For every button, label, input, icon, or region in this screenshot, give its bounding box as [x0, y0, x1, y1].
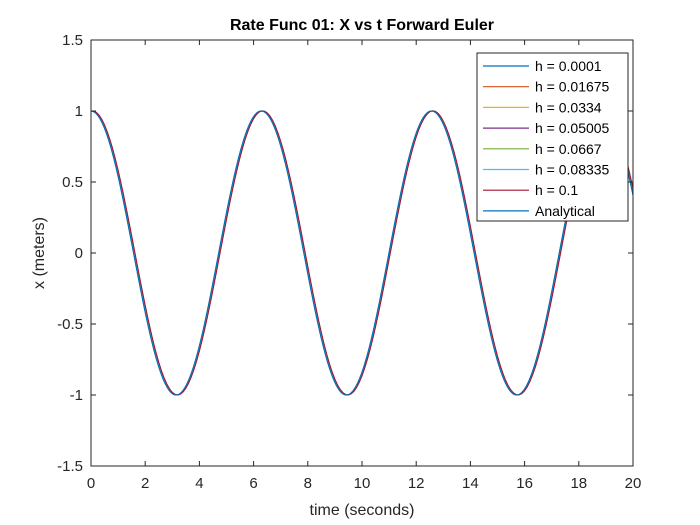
x-tick-label: 12	[408, 475, 425, 492]
x-tick-label: 6	[249, 475, 257, 492]
legend-label: h = 0.0334	[535, 99, 602, 115]
x-tick-label: 18	[570, 475, 587, 492]
x-tick-label: 10	[354, 475, 371, 492]
x-tick-label: 20	[625, 475, 642, 492]
legend-entries: h = 0.0001 h = 0.01675 h = 0.0334 h = 0.050…	[483, 58, 610, 219]
legend-label: h = 0.1	[535, 182, 578, 198]
legend-box	[476, 52, 629, 222]
y-tick-label: 0	[75, 245, 83, 262]
legend-label: h = 0.01675	[535, 79, 610, 95]
legend-label: h = 0.0001	[535, 58, 602, 74]
x-tick-label: 2	[141, 475, 149, 492]
x-axis-label: time (seconds)	[310, 502, 415, 519]
legend-label: h = 0.0667	[535, 141, 602, 157]
y-tick-label: 0.5	[62, 174, 83, 191]
y-tick-label: -1	[70, 387, 83, 404]
x-tick-label: 8	[304, 475, 312, 492]
legend: h = 0.0001 h = 0.01675 h = 0.0334 h = 0.050…	[476, 52, 629, 222]
series-layer	[91, 110, 633, 396]
x-tick-label: 0	[87, 475, 95, 492]
x-tick-label: 4	[195, 475, 203, 492]
legend-label: h = 0.08335	[535, 162, 610, 178]
series-line	[91, 110, 633, 396]
y-tick-label: 1	[75, 103, 83, 120]
x-axis: 0 2 4 6 8 10 12 14 16 18 20	[87, 40, 642, 492]
y-axis-label: x (meters)	[31, 217, 48, 289]
series-line	[91, 110, 633, 396]
chart-title: Rate Func 01: X vs t Forward Euler	[230, 17, 494, 34]
legend-label: Analytical	[535, 203, 595, 219]
y-tick-label: -0.5	[57, 316, 83, 333]
legend-label: h = 0.05005	[535, 120, 610, 136]
y-tick-label: -1.5	[57, 458, 83, 475]
y-axis: -1.5 -1 -0.5 0 0.5 1 1.5	[57, 32, 633, 475]
y-tick-label: 1.5	[62, 32, 83, 49]
x-tick-label: 16	[516, 475, 533, 492]
x-tick-label: 14	[462, 475, 479, 492]
